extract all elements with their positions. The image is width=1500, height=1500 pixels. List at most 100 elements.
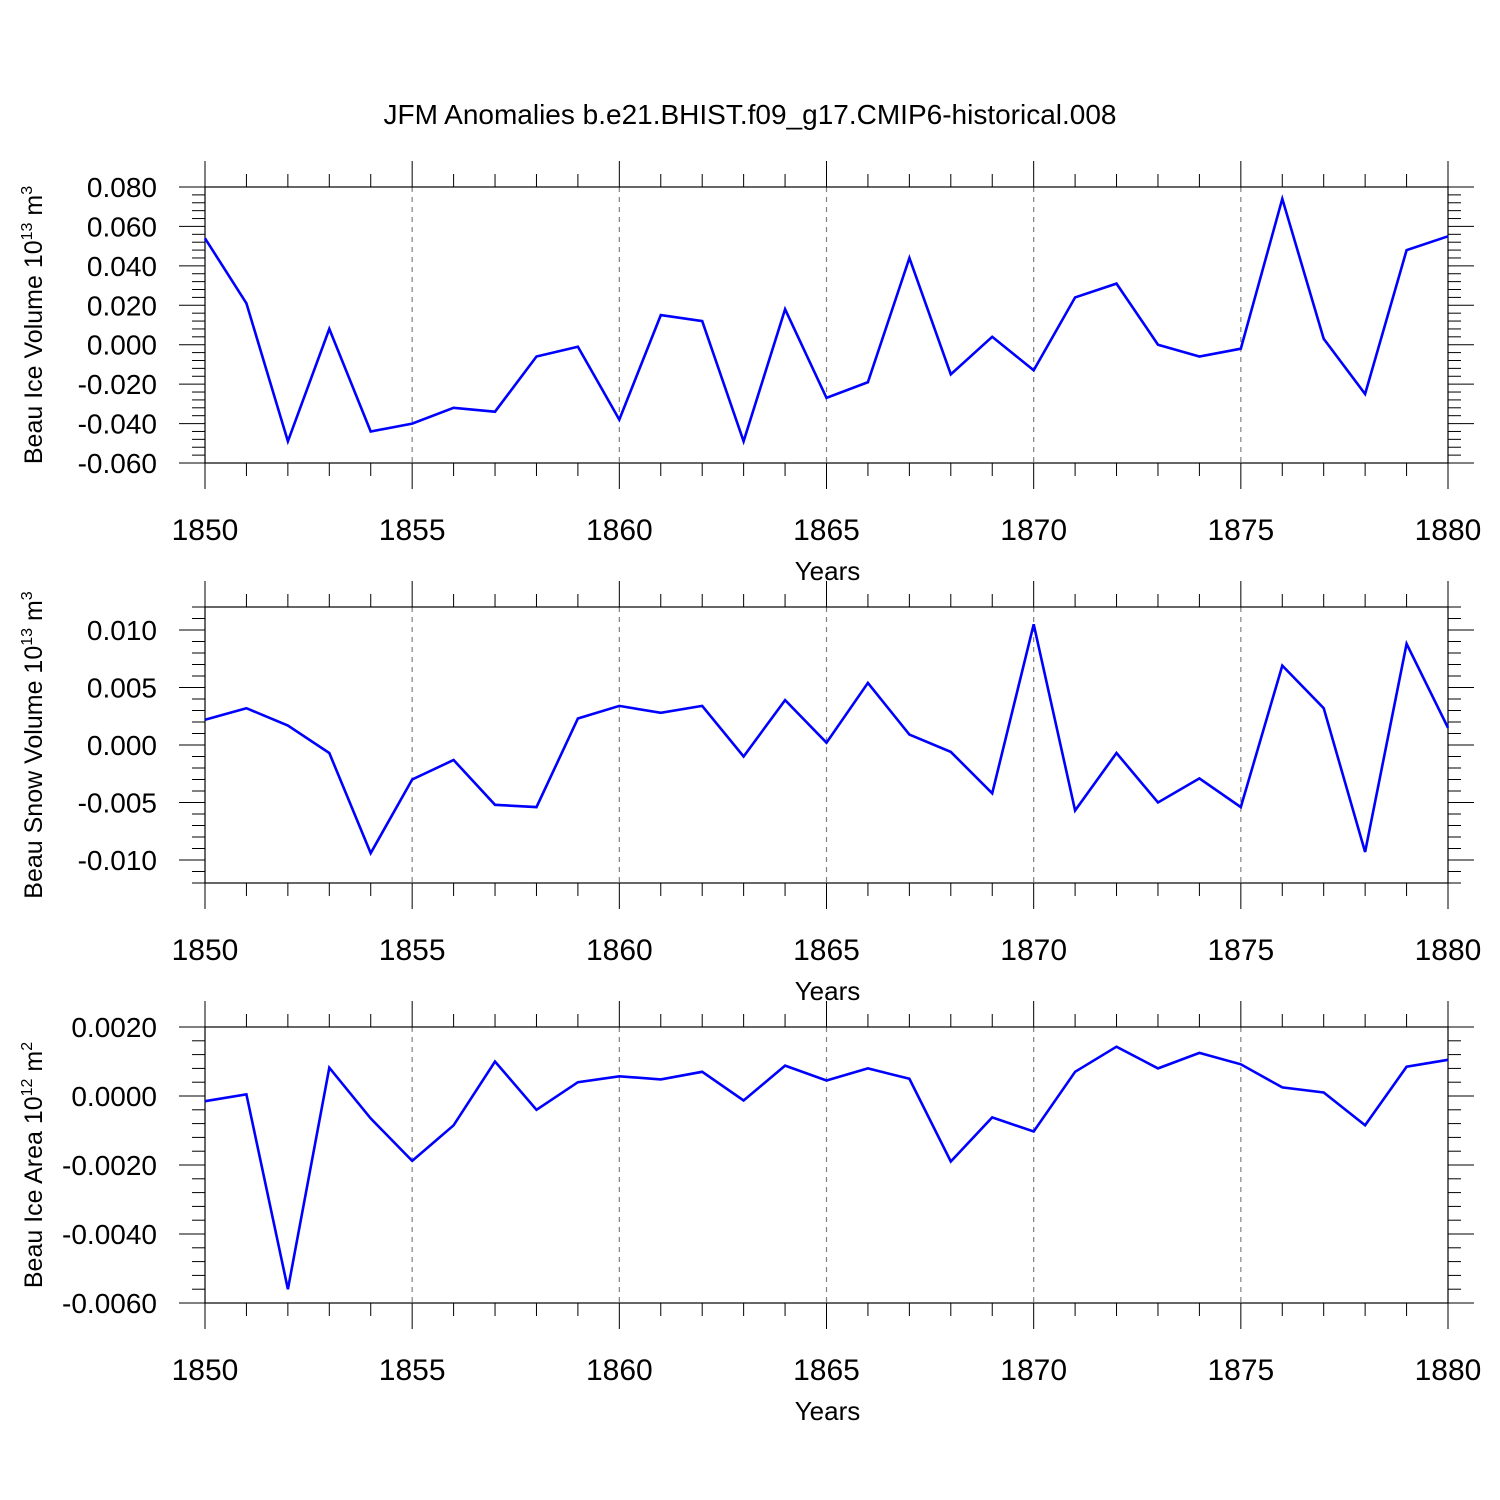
data-point	[576, 1081, 579, 1084]
data-point	[1115, 282, 1118, 285]
x-tick-label: 1865	[793, 934, 860, 967]
data-point	[1239, 806, 1242, 809]
x-tick-label: 1875	[1207, 514, 1274, 547]
data-point	[991, 335, 994, 338]
x-tick-label: 1865	[793, 1354, 860, 1387]
y-tick-label: -0.005	[78, 788, 157, 819]
x-tick-label: 1865	[793, 514, 860, 547]
data-point	[908, 1077, 911, 1080]
data-point	[949, 373, 952, 376]
data-point	[204, 1100, 207, 1103]
data-point	[1156, 1067, 1159, 1070]
data-point	[784, 1064, 787, 1067]
data-point	[908, 256, 911, 259]
data-point	[369, 852, 372, 855]
data-point	[494, 803, 497, 806]
y-tick-label: -0.0040	[62, 1219, 157, 1250]
chart-title: JFM Anomalies b.e21.BHIST.f09_g17.CMIP6-…	[383, 99, 1116, 130]
data-point	[1447, 1058, 1450, 1061]
x-tick-label: 1860	[586, 1354, 653, 1387]
data-point	[1239, 347, 1242, 350]
x-axis-label: Years	[795, 1396, 861, 1426]
data-point	[1115, 752, 1118, 755]
y-tick-label: 0.000	[87, 730, 157, 761]
data-point	[535, 806, 538, 809]
x-tick-label: 1875	[1207, 934, 1274, 967]
data-point	[535, 1108, 538, 1111]
data-point	[1405, 249, 1408, 252]
data-point	[204, 718, 207, 721]
data-point	[1074, 1070, 1077, 1073]
data-point	[1156, 801, 1159, 804]
y-tick-label: -0.040	[78, 409, 157, 440]
x-tick-label: 1850	[172, 1354, 239, 1387]
data-point	[701, 320, 704, 323]
data-point	[1156, 343, 1159, 346]
data-point	[1322, 337, 1325, 340]
data-point	[1032, 369, 1035, 372]
x-tick-label: 1855	[379, 934, 446, 967]
data-point	[866, 681, 869, 684]
x-tick-label: 1860	[586, 514, 653, 547]
data-point	[1198, 777, 1201, 780]
chart-panel-2: 0.010 0.005 0.000 -0.005 -0.010 1850 1855 1860 1…	[19, 581, 1481, 1006]
x-tick-label: 1870	[1000, 1354, 1067, 1387]
data-point	[286, 1288, 289, 1291]
y-tick-label: -0.020	[78, 369, 157, 400]
data-point	[991, 792, 994, 795]
series-line	[203, 194, 1449, 446]
x-tick-label: 1850	[172, 514, 239, 547]
data-point	[1115, 1045, 1118, 1048]
y-tick-label: -0.010	[78, 845, 157, 876]
y-tick-label: 0.080	[87, 172, 157, 203]
data-point	[742, 440, 745, 443]
y-tick-label: -0.060	[78, 448, 157, 479]
x-tick-label: 1880	[1415, 514, 1482, 547]
data-point	[204, 237, 207, 240]
data-point	[1074, 296, 1077, 299]
data-point	[1074, 809, 1077, 812]
y-tick-label: 0.0000	[71, 1081, 157, 1112]
data-point	[825, 396, 828, 399]
data-point	[1364, 850, 1367, 853]
data-point	[1364, 1124, 1367, 1127]
data-point	[659, 314, 662, 317]
data-point	[245, 707, 248, 710]
data-point	[1322, 707, 1325, 710]
data-point	[659, 1078, 662, 1081]
data-point	[1198, 355, 1201, 358]
x-tick-label: 1855	[379, 514, 446, 547]
data-point	[742, 755, 745, 758]
data-point	[328, 752, 331, 755]
series-line	[204, 623, 1450, 857]
data-point	[328, 1066, 331, 1069]
data-point	[991, 1116, 994, 1119]
data-point	[494, 410, 497, 413]
y-axis-label: Beau Ice Area 1012 m2	[19, 1042, 48, 1288]
x-tick-label: 1875	[1207, 1354, 1274, 1387]
data-point	[866, 1067, 869, 1070]
x-tick-label: 1880	[1415, 1354, 1482, 1387]
data-point	[494, 1060, 497, 1063]
data-point	[535, 355, 538, 358]
data-point	[245, 302, 248, 305]
data-point	[701, 1070, 704, 1073]
data-point	[1322, 1091, 1325, 1094]
data-point	[1447, 726, 1450, 729]
data-point	[908, 733, 911, 736]
x-tick-label: 1880	[1415, 934, 1482, 967]
data-point	[866, 381, 869, 384]
x-axis-label: Years	[795, 556, 861, 586]
data-point	[286, 724, 289, 727]
data-point	[452, 406, 455, 409]
y-tick-label: 0.010	[87, 615, 157, 646]
data-point	[618, 1075, 621, 1078]
y-tick-label: -0.0060	[62, 1288, 157, 1319]
data-point	[1405, 1065, 1408, 1068]
data-point	[1281, 1086, 1284, 1089]
y-tick-label: -0.0020	[62, 1150, 157, 1181]
data-point	[1239, 1063, 1242, 1066]
y-tick-label: 0.000	[87, 330, 157, 361]
data-point	[369, 1117, 372, 1120]
data-point	[784, 699, 787, 702]
